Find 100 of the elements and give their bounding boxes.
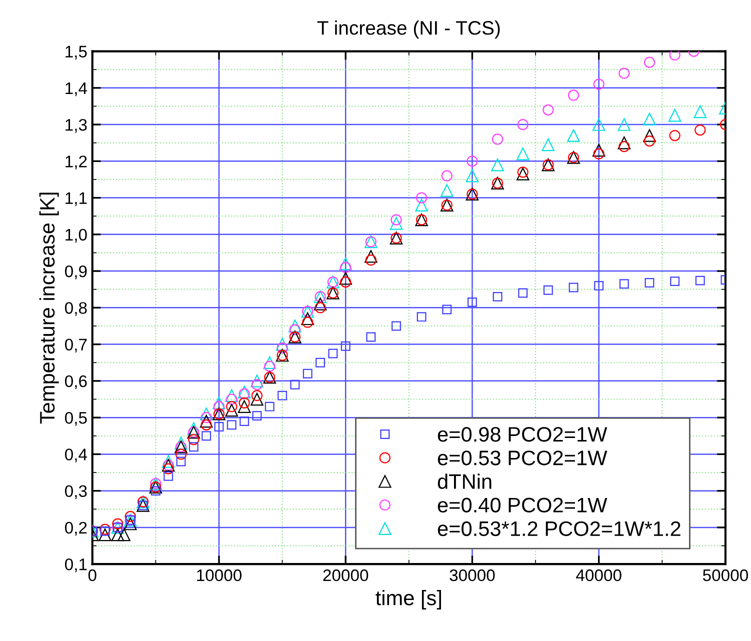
y-tick-label: 1,3 (66, 118, 87, 133)
point (264, 360, 276, 372)
point (98, 528, 112, 542)
point (164, 471, 174, 481)
point (250, 392, 264, 406)
point (226, 420, 236, 430)
point (118, 528, 130, 542)
point (174, 436, 188, 450)
point (618, 136, 631, 150)
point (669, 51, 680, 60)
point (340, 341, 350, 351)
y-tick-label: 0,7 (64, 338, 87, 352)
legend-label: e=0.53*1.2 PCO2=1W*1.2 (438, 521, 680, 536)
point (225, 389, 238, 402)
point (466, 169, 479, 182)
point (466, 156, 478, 167)
point (240, 416, 250, 426)
point (302, 368, 312, 378)
point (415, 198, 428, 212)
point (252, 411, 262, 420)
point (441, 170, 452, 182)
point (442, 304, 452, 314)
point (517, 166, 528, 178)
point (99, 524, 111, 535)
x-tick-label: 20000 (323, 569, 368, 582)
point (200, 412, 212, 424)
point (340, 262, 352, 273)
point (694, 105, 707, 118)
point (124, 517, 137, 530)
y-tick-label: 1,2 (66, 156, 87, 170)
point (226, 401, 238, 412)
point (251, 390, 263, 402)
y-tick-label: 0,4 (64, 448, 88, 462)
point (468, 297, 477, 307)
point (187, 422, 200, 435)
point (644, 278, 654, 288)
point (518, 288, 528, 298)
point (238, 397, 250, 408)
legend-label: dTNin (438, 474, 492, 489)
point (568, 282, 578, 292)
point (316, 358, 326, 368)
point (593, 78, 604, 90)
point (695, 276, 705, 286)
point (288, 320, 302, 332)
point (416, 312, 426, 322)
point (567, 129, 580, 142)
point (643, 112, 656, 126)
point (364, 250, 378, 263)
point (162, 463, 174, 474)
point (290, 380, 300, 390)
point (392, 321, 401, 331)
point (492, 134, 504, 145)
point (542, 104, 554, 116)
point (618, 140, 630, 152)
point (340, 276, 352, 288)
point (668, 108, 682, 122)
point (543, 285, 553, 295)
point (200, 414, 213, 428)
point (594, 280, 604, 290)
y-tick-label: 0,6 (64, 375, 87, 390)
point (200, 408, 213, 420)
point (593, 148, 604, 160)
y-tick-label: 0,8 (64, 302, 87, 316)
point (225, 404, 238, 417)
point (212, 396, 226, 410)
point (669, 130, 680, 142)
point (162, 455, 175, 468)
y-tick-label: 0,5 (64, 412, 87, 426)
point (263, 356, 276, 370)
x-tick-label: 30000 (450, 569, 495, 582)
point (251, 379, 263, 390)
point (226, 394, 238, 405)
point (213, 401, 225, 412)
point (276, 342, 288, 354)
point (188, 442, 198, 452)
y-tick-label: 0,2 (64, 522, 87, 536)
point (339, 272, 352, 285)
x-tick-label: 50000 (702, 569, 748, 582)
y-tick-label: 1,1 (66, 192, 87, 206)
point (542, 138, 555, 152)
point (592, 118, 606, 131)
point (124, 510, 136, 522)
point (111, 528, 124, 542)
y-axis-title: Temperature increase [K] (39, 192, 59, 424)
y-tick-label: 0,1 (64, 558, 87, 572)
point (517, 118, 528, 130)
point (302, 316, 314, 328)
y-tick-label: 1,0 (66, 228, 87, 243)
point (491, 158, 504, 172)
y-tick-label: 0,9 (64, 265, 87, 280)
point (390, 214, 402, 226)
x-tick-label: 40000 (576, 569, 622, 582)
point (592, 144, 606, 157)
point (670, 276, 680, 286)
point (214, 422, 224, 432)
point (643, 129, 656, 142)
point (264, 402, 274, 412)
legend-label: e=0.98 PCO2=1W (438, 426, 608, 442)
legend-label: e=0.40 PCO2=1W (438, 498, 608, 512)
point (301, 312, 314, 326)
